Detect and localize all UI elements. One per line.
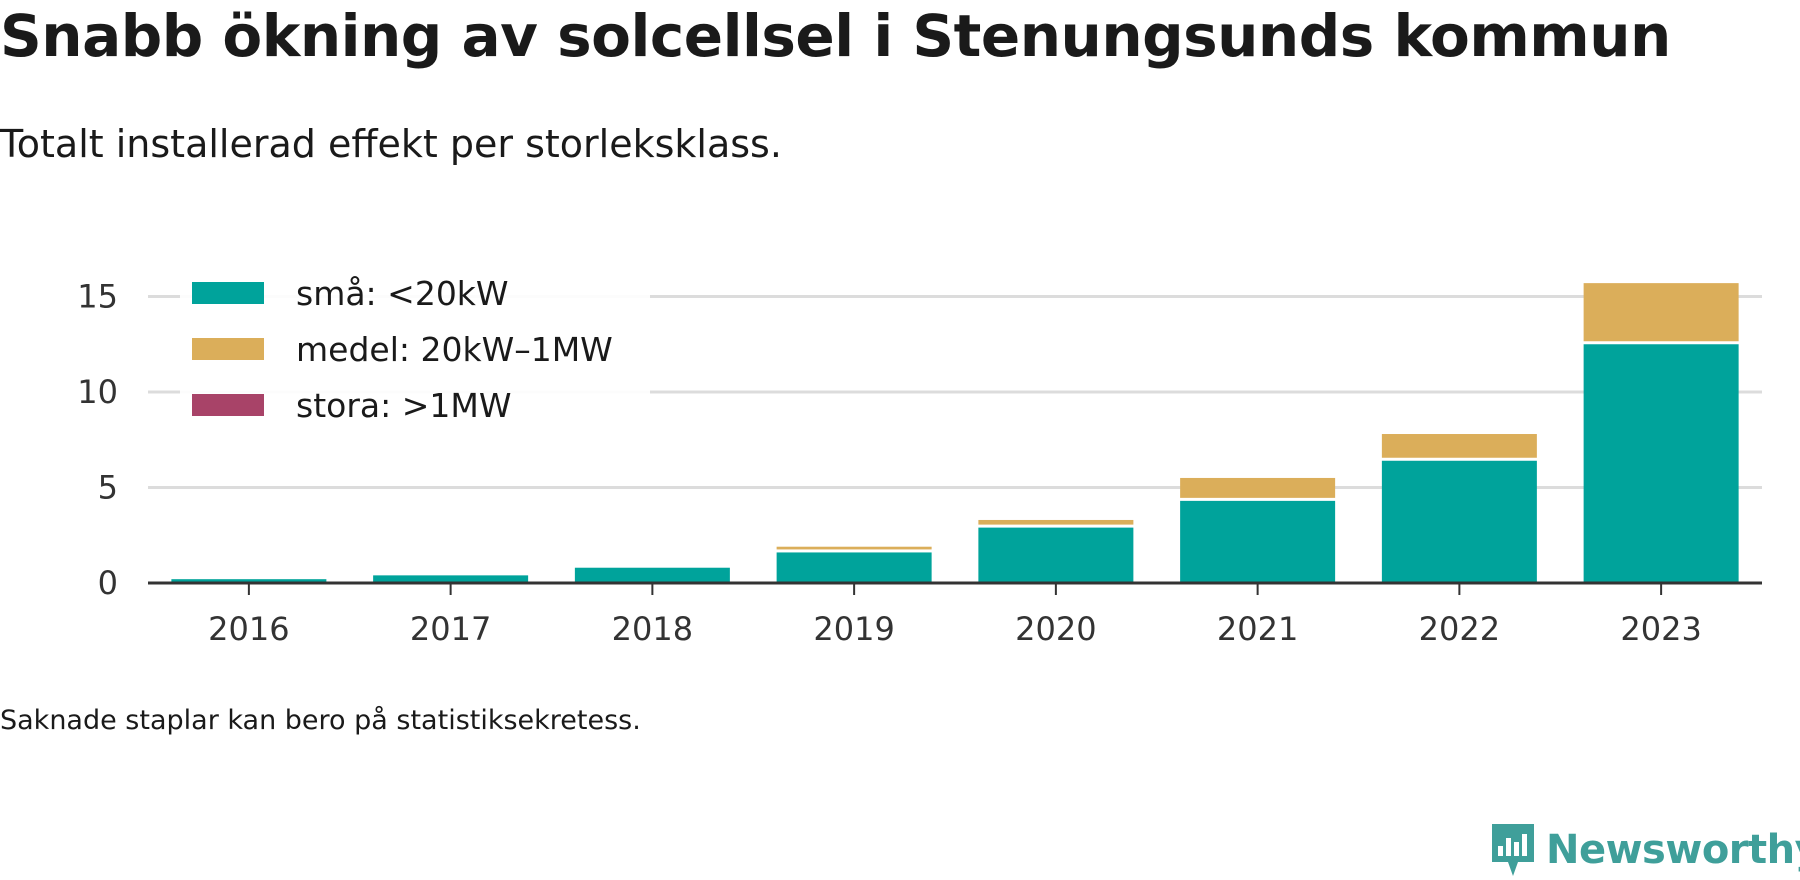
x-tick-label: 2018 bbox=[612, 610, 693, 648]
bar-segment bbox=[1583, 344, 1739, 583]
x-tick-label: 2023 bbox=[1620, 610, 1701, 648]
bar-segment bbox=[171, 579, 327, 583]
x-tick-label: 2020 bbox=[1015, 610, 1096, 648]
legend-label: stora: >1MW bbox=[296, 386, 511, 425]
legend-swatch bbox=[192, 282, 264, 304]
bar-segment bbox=[1180, 500, 1336, 583]
y-tick-label: 0 bbox=[98, 564, 118, 602]
newsworthy-logo-icon bbox=[1492, 824, 1534, 876]
y-tick-label: 10 bbox=[77, 373, 118, 411]
x-tick-label: 2021 bbox=[1217, 610, 1298, 648]
bars bbox=[171, 283, 1739, 583]
x-tick-label: 2022 bbox=[1419, 610, 1500, 648]
y-tick-label: 5 bbox=[98, 469, 118, 507]
bar-segment bbox=[978, 527, 1134, 583]
bar-segment bbox=[574, 567, 730, 583]
bar-segment bbox=[373, 575, 529, 583]
bar-segment bbox=[776, 546, 932, 550]
legend-swatch bbox=[192, 394, 264, 416]
bar-segment bbox=[978, 519, 1134, 525]
bar-segment bbox=[1180, 477, 1336, 498]
chart-subtitle: Totalt installerad effekt per storlekskl… bbox=[0, 122, 782, 166]
x-tick-label: 2019 bbox=[813, 610, 894, 648]
legend-label: små: <20kW bbox=[296, 274, 509, 313]
axes: 0 5 10 15 2016 2017 2018 2019 2020 2021 2022 2023 bbox=[77, 278, 1762, 648]
legend-label: medel: 20kW–1MW bbox=[296, 330, 613, 369]
legend: små: <20kW medel: 20kW–1MW stora: >1MW bbox=[180, 268, 650, 438]
brand-name: Newsworthy bbox=[1546, 827, 1800, 873]
x-tick-label: 2016 bbox=[208, 610, 289, 648]
bar-segment bbox=[776, 552, 932, 583]
legend-swatch bbox=[192, 338, 264, 360]
footnote: Saknade staplar kan bero på statistiksek… bbox=[0, 705, 641, 736]
chart-title: Snabb ökning av solcellsel i Stenungsund… bbox=[0, 2, 1671, 70]
x-tick-label: 2017 bbox=[410, 610, 491, 648]
y-tick-label: 15 bbox=[77, 278, 118, 316]
bar-segment bbox=[1381, 434, 1537, 458]
brand-logo[interactable]: Newsworthy bbox=[1488, 820, 1800, 880]
bar-segment bbox=[1381, 460, 1537, 583]
stacked-bar-chart: 0 5 10 15 2016 2017 2018 2019 2020 2021 2022 2023 s… bbox=[77, 268, 1762, 648]
bar-segment bbox=[1583, 283, 1739, 342]
